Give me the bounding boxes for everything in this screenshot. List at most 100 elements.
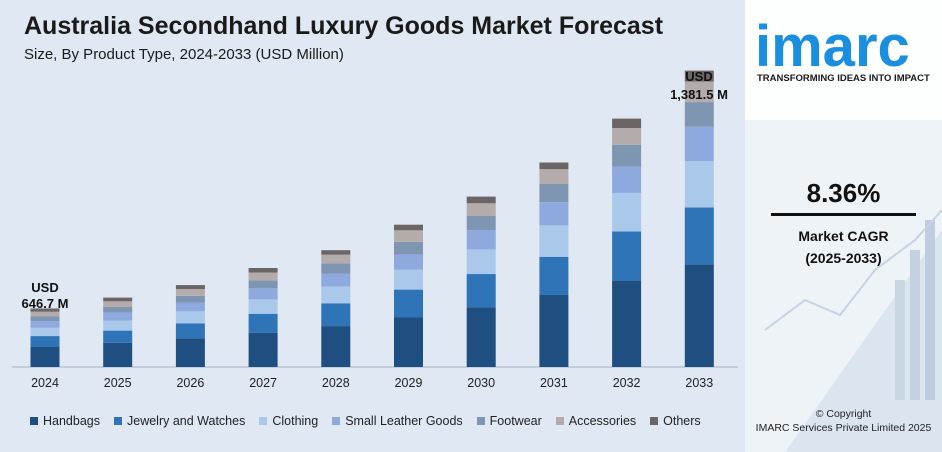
bar-segment-2026-3 xyxy=(175,302,205,312)
bar-segment-2032-2 xyxy=(612,192,642,232)
bar-segment-2024-2 xyxy=(30,327,60,336)
x-tick-label: 2031 xyxy=(540,376,568,390)
bar-segment-2028-6 xyxy=(321,250,351,255)
end-value-label: 1,381.5 M xyxy=(670,87,728,102)
bar-segment-2033-2 xyxy=(684,161,714,208)
x-tick-label: 2027 xyxy=(249,376,277,390)
bar-segment-2029-6 xyxy=(394,224,423,231)
legend-label: Jewelry and Watches xyxy=(127,414,246,428)
bar-segment-2030-2 xyxy=(466,249,496,275)
bar-segment-2031-1 xyxy=(539,256,569,295)
bar-segment-2028-4 xyxy=(321,263,351,274)
bar-segment-2025-5 xyxy=(103,301,133,307)
bar-segment-2031-2 xyxy=(539,225,569,257)
start-value-unit: USD xyxy=(31,280,58,295)
bar-segment-2025-3 xyxy=(103,312,133,321)
bar-segment-2026-1 xyxy=(175,323,205,339)
start-value-label: 646.7 M xyxy=(22,296,69,311)
x-tick-label: 2028 xyxy=(322,376,350,390)
legend-swatch xyxy=(114,417,122,425)
x-tick-label: 2033 xyxy=(685,376,713,390)
bar-segment-2029-4 xyxy=(394,241,423,255)
end-value-unit: USD xyxy=(685,69,712,84)
bar-segment-2033-3 xyxy=(684,126,714,162)
chart-title: Australia Secondhand Luxury Goods Market… xyxy=(24,12,664,40)
brand-tagline: TRANSFORMING IDEAS INTO IMPACT xyxy=(757,73,930,84)
info-panel: imarc TRANSFORMING IDEAS INTO IMPACT 8.3… xyxy=(745,0,942,452)
bar-segment-2032-1 xyxy=(612,231,642,281)
bar-segment-2026-0 xyxy=(175,338,205,367)
bar-segment-2027-0 xyxy=(248,332,278,367)
legend-label: Others xyxy=(663,414,701,428)
bar-segment-2030-4 xyxy=(466,215,496,231)
stacked-bar-chart: 2024 2025 2026 2027 2028 2029 2030 2031 2032 2033… xyxy=(12,69,738,390)
cagr-period: (2025-2033) xyxy=(805,250,882,266)
x-tick-label: 2032 xyxy=(613,376,641,390)
bar-segment-2028-1 xyxy=(321,303,351,327)
company-name: IMARC Services Private Limited 2025 xyxy=(755,422,932,434)
legend-label: Clothing xyxy=(272,414,319,428)
bar-segment-2027-4 xyxy=(248,280,278,289)
bar-segment-2025-2 xyxy=(103,320,133,331)
copyright-text: © Copyright xyxy=(815,408,872,420)
bar-segment-2030-5 xyxy=(466,203,496,216)
cagr-value: 8.36% xyxy=(806,178,881,208)
bar-segment-2027-2 xyxy=(248,299,278,314)
bar-segment-2025-1 xyxy=(103,330,133,343)
chart-legend: Handbags Jewelry and Watches Clothing Small… xyxy=(30,414,701,428)
chart-subtitle: Size, By Product Type, 2024-2033 (USD Mi… xyxy=(24,46,344,63)
bar-segment-2032-3 xyxy=(612,166,642,193)
x-tick-label: 2024 xyxy=(31,376,59,390)
legend-swatch xyxy=(30,417,38,425)
bar-segment-2028-3 xyxy=(321,273,351,287)
legend-swatch xyxy=(650,417,659,425)
legend-label: Handbags xyxy=(43,414,100,428)
legend-swatch xyxy=(476,417,485,425)
legend-item: Others xyxy=(650,414,701,428)
bar-segment-2026-5 xyxy=(175,289,205,296)
legend-item: Accessories xyxy=(555,414,636,428)
bar-segment-2029-2 xyxy=(394,269,423,290)
cagr-label: Market CAGR xyxy=(798,228,889,244)
bar-segment-2027-3 xyxy=(248,288,278,300)
bar-segment-2024-6 xyxy=(30,308,60,312)
legend-item: Small Leather Goods xyxy=(332,414,463,428)
bar-segment-2027-1 xyxy=(248,313,278,333)
bar-segment-2027-6 xyxy=(248,268,278,273)
bar-segment-2031-0 xyxy=(539,294,569,367)
legend-item: Footwear xyxy=(476,414,542,428)
bar-segment-2029-1 xyxy=(394,289,423,318)
bar-segment-2024-5 xyxy=(30,311,60,317)
bar-segment-2024-3 xyxy=(30,321,60,328)
bar-segment-2032-6 xyxy=(612,118,642,128)
bar-segment-2033-6 xyxy=(684,70,714,82)
bar-segment-2029-5 xyxy=(394,230,423,242)
bar-segment-2031-6 xyxy=(539,162,569,170)
cagr-divider xyxy=(771,213,916,216)
bar-segment-2031-5 xyxy=(539,169,569,184)
legend-swatch xyxy=(332,417,341,425)
x-tick-label: 2025 xyxy=(104,376,132,390)
bar-segment-2033-4 xyxy=(684,102,714,127)
bar-segment-2028-2 xyxy=(321,286,351,304)
x-tick-label: 2026 xyxy=(176,376,204,390)
legend-item: Jewelry and Watches xyxy=(114,414,245,428)
bar-segment-2028-0 xyxy=(321,326,351,367)
bar-segment-2027-5 xyxy=(248,272,278,281)
bar-segment-2026-6 xyxy=(175,285,205,289)
bar-segment-2029-0 xyxy=(394,317,423,367)
bar-segment-2025-4 xyxy=(103,307,133,313)
imarc-logo: imarc xyxy=(755,14,910,79)
bar-segment-2033-1 xyxy=(684,207,714,265)
decorative-chart-background xyxy=(745,0,942,452)
bar-segment-2026-4 xyxy=(175,295,205,303)
bar-segment-2025-0 xyxy=(103,342,133,367)
bar-segment-2028-5 xyxy=(321,254,351,264)
x-tick-label: 2029 xyxy=(395,376,423,390)
bar-segment-2029-3 xyxy=(394,254,423,270)
bar-segment-2024-4 xyxy=(30,316,60,322)
legend-item: Handbags xyxy=(30,414,100,428)
chart-panel: Australia Secondhand Luxury Goods Market… xyxy=(0,0,745,452)
bar-segment-2030-1 xyxy=(466,274,496,308)
bar-segment-2030-3 xyxy=(466,230,496,250)
